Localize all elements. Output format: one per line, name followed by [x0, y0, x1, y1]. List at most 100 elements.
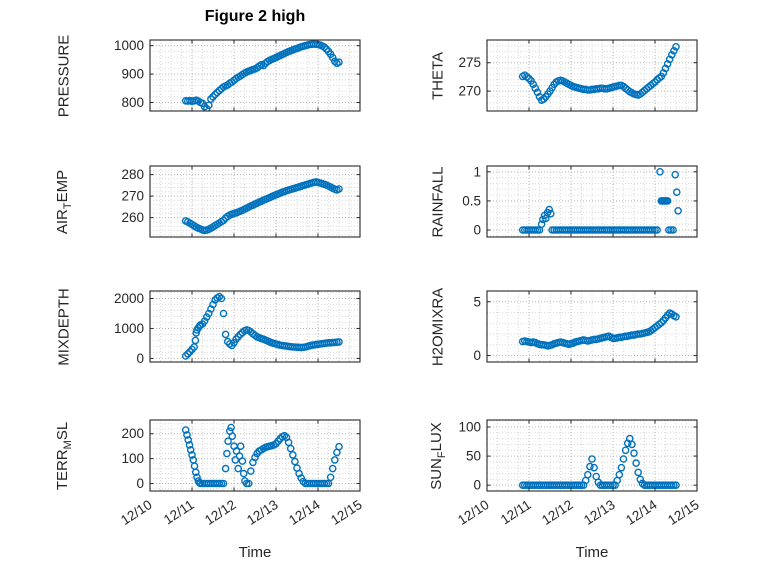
data-point: [223, 449, 231, 458]
data-point: [221, 330, 230, 339]
data-point: [219, 479, 228, 488]
y-tick-label: 200: [121, 426, 144, 441]
data-point: [181, 426, 190, 434]
data-point: [656, 167, 664, 176]
y-tick-label: 900: [121, 67, 144, 82]
data-point: [584, 470, 592, 479]
data-point: [669, 226, 677, 234]
subplot-theta: 270 275: [458, 39, 698, 112]
data-point: [663, 197, 672, 205]
x-tick-label: 12/12: [539, 497, 576, 528]
x-tick-label: 12/15: [665, 497, 702, 528]
data-point: [238, 457, 247, 465]
series-theta: [518, 43, 680, 104]
subplot-h2omixra: 05: [473, 290, 698, 363]
axes-box: [149, 290, 361, 363]
x-tick-label: 12/11: [161, 497, 197, 527]
data-point: [330, 57, 339, 66]
plot-area: [150, 291, 360, 362]
ylabel-pressure: PRESSURE: [55, 34, 73, 117]
data-point: [228, 432, 237, 441]
subplot-pressure: 800 900 1000: [114, 38, 361, 112]
data-point: [246, 467, 255, 475]
axes-box: [149, 165, 361, 238]
data-point: [531, 84, 540, 93]
series-h2omixra: [518, 309, 680, 350]
data-point: [215, 292, 224, 301]
data-point: [211, 90, 219, 99]
y-tick-label: 0.5: [462, 193, 481, 208]
data-point: [191, 468, 200, 477]
y-tick-label: 100: [458, 419, 481, 434]
data-point: [335, 185, 343, 193]
x-tick-label: 12/15: [328, 497, 365, 528]
series-rainfall: [518, 167, 682, 234]
data-point: [547, 209, 555, 218]
axes-box: [486, 165, 698, 238]
data-point: [330, 456, 339, 464]
data-point: [217, 294, 226, 303]
data-point: [244, 479, 253, 488]
data-point: [632, 459, 640, 467]
data-point: [181, 352, 190, 360]
series-air_temp: [181, 178, 343, 235]
x-tick-label: 12/11: [498, 497, 534, 527]
data-point: [183, 350, 192, 358]
figure-title: Figure 2 high: [204, 8, 306, 25]
y-tick-label: 0: [473, 478, 481, 493]
data-point: [335, 442, 343, 451]
data-point: [200, 317, 209, 325]
data-point: [671, 170, 680, 179]
data-point: [219, 309, 228, 318]
series-terr_msl: [181, 423, 343, 488]
data-point: [183, 431, 191, 439]
y-tick-label: 100: [121, 451, 144, 466]
subplot-terr_msl: 0 100 200 12/10 12/11 12/12 12/13 12/14 12/15: [118, 419, 365, 528]
data-point: [636, 475, 645, 484]
data-point: [328, 464, 337, 473]
subplot-mixdepth: 0 1000 2000: [114, 290, 361, 366]
y-tick-label: 275: [458, 55, 481, 70]
ylabel-mixdepth: MIXDEPTH: [55, 287, 73, 366]
data-point: [617, 463, 626, 472]
data-point: [291, 457, 299, 466]
data-point: [328, 53, 337, 62]
data-point: [634, 468, 643, 477]
data-point: [670, 47, 678, 55]
data-point: [673, 188, 681, 196]
time-axis-label-left: Time: [238, 544, 272, 561]
axes-box: [486, 290, 698, 363]
series-mixdepth: [181, 292, 343, 360]
data-point: [588, 455, 596, 463]
data-point: [657, 318, 666, 327]
data-point: [227, 423, 235, 432]
subplot-sun_flux: 0 50 100 12/10 12/11 12/12 12/13 12/14 12/15: [455, 419, 702, 528]
data-point: [674, 206, 682, 215]
ylabel-air_temp: AIRTEMP: [54, 169, 74, 234]
data-point: [672, 481, 680, 490]
y-tick-label: 1: [473, 164, 481, 179]
data-point: [288, 451, 297, 459]
data-point: [221, 464, 230, 473]
data-point: [224, 437, 232, 446]
data-point: [236, 442, 245, 451]
x-tick-label: 12/14: [623, 497, 660, 528]
data-point: [231, 456, 240, 464]
y-tick-label: 260: [121, 210, 144, 225]
subplot-rainfall: 00.51: [462, 164, 698, 238]
data-point: [320, 43, 329, 51]
data-point: [186, 446, 195, 454]
axes-box: [149, 39, 361, 112]
y-tick-label: 50: [466, 449, 481, 464]
data-point: [234, 464, 242, 473]
data-point: [184, 436, 192, 444]
x-tick-label: 12/10: [455, 497, 492, 528]
data-point: [545, 205, 554, 214]
x-tick-label: 12/14: [286, 497, 323, 528]
data-point: [668, 51, 676, 59]
y-tick-label: 0: [136, 476, 144, 491]
data-point: [188, 451, 196, 459]
x-tick-label: 12/12: [202, 497, 239, 528]
data-point: [628, 440, 636, 449]
